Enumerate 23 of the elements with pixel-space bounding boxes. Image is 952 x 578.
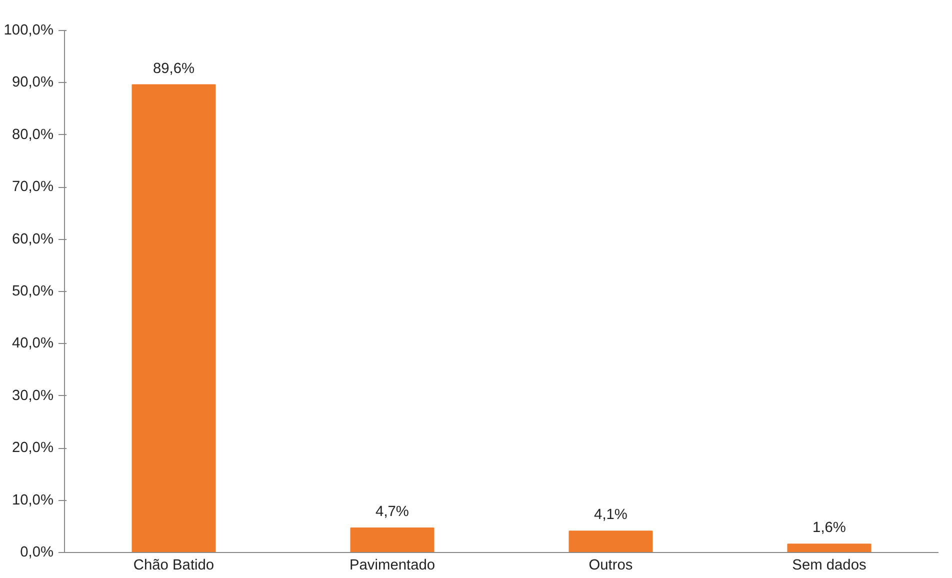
y-tick-label: 50,0% [12,284,54,300]
y-tick-label: 100,0% [4,22,54,38]
x-tick-label: Pavimentado [349,558,436,574]
y-tick-label: 30,0% [12,388,54,404]
bar [787,544,872,552]
y-tick-label: 10,0% [12,492,54,508]
y-tick-label: 20,0% [12,440,54,456]
data-label: 89,6% [152,60,195,77]
x-tick-label: Chão Batido [133,558,214,574]
bar [350,527,434,552]
data-label: 4,1% [594,507,628,524]
y-tick-label: 70,0% [12,179,54,196]
x-tick-label: Outros [588,558,633,574]
y-tick-label: 40,0% [12,336,54,352]
y-tick-label: 0,0% [20,544,54,560]
y-tick-label: 80,0% [12,126,54,143]
x-tick-label: Sem dados [792,558,866,574]
bar [568,530,653,552]
bar [132,84,216,552]
data-label: 4,7% [376,504,409,520]
data-label: 1,6% [812,520,846,536]
y-tick-label: 90,0% [12,74,54,91]
y-tick-label: 60,0% [12,231,54,248]
